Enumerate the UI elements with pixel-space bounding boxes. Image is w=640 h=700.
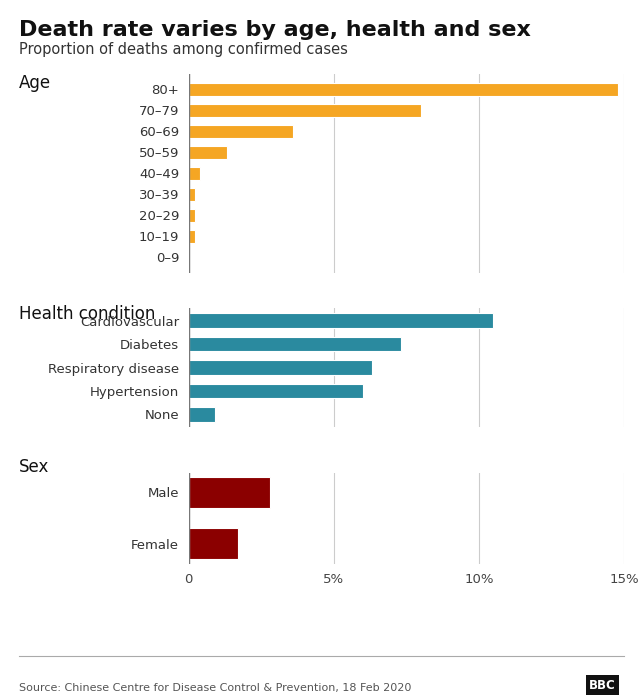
Text: Sex: Sex: [19, 458, 49, 477]
Bar: [189, 360, 372, 374]
Bar: [189, 407, 215, 421]
Text: Proportion of deaths among confirmed cases: Proportion of deaths among confirmed cas…: [19, 42, 348, 57]
Bar: [189, 528, 238, 559]
Text: Source: Chinese Centre for Disease Control & Prevention, 18 Feb 2020: Source: Chinese Centre for Disease Contr…: [19, 683, 412, 693]
Bar: [189, 188, 195, 201]
Bar: [189, 230, 195, 243]
Text: Health condition: Health condition: [19, 304, 156, 323]
Bar: [189, 337, 401, 351]
Bar: [189, 384, 363, 398]
Bar: [189, 314, 493, 328]
Text: Age: Age: [19, 74, 51, 92]
Bar: [189, 83, 618, 96]
Bar: [189, 477, 270, 508]
Bar: [189, 167, 200, 180]
Text: Death rate varies by age, health and sex: Death rate varies by age, health and sex: [19, 20, 531, 40]
Bar: [189, 209, 195, 222]
Bar: [189, 146, 227, 159]
Text: BBC: BBC: [589, 678, 616, 692]
Bar: [189, 104, 421, 117]
Bar: [189, 125, 293, 138]
